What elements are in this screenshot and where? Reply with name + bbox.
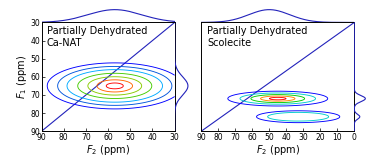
X-axis label: $F_2$ (ppm): $F_2$ (ppm): [256, 143, 300, 157]
X-axis label: $F_2$ (ppm): $F_2$ (ppm): [86, 143, 130, 157]
Y-axis label: $F_1$ (ppm): $F_1$ (ppm): [15, 55, 29, 99]
Text: Partially Dehydrated
Ca-NAT: Partially Dehydrated Ca-NAT: [47, 26, 147, 48]
Text: Partially Dehydrated
Scolecite: Partially Dehydrated Scolecite: [208, 26, 308, 48]
